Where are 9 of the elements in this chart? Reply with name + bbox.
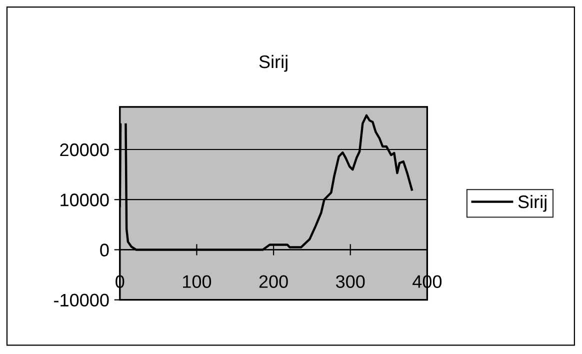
x-tick-label: 100: [183, 275, 212, 288]
x-tick-label: 300: [336, 275, 365, 288]
y-tick-label: 10000: [60, 194, 109, 206]
y-tick-label: 20000: [60, 143, 109, 156]
chart-title: Sirij: [259, 54, 288, 72]
x-tick-label: 200: [259, 275, 288, 288]
legend-label: Sirij: [518, 194, 546, 212]
y-tick-label: 0: [100, 244, 109, 256]
y-tick-label: -10000: [54, 294, 109, 307]
